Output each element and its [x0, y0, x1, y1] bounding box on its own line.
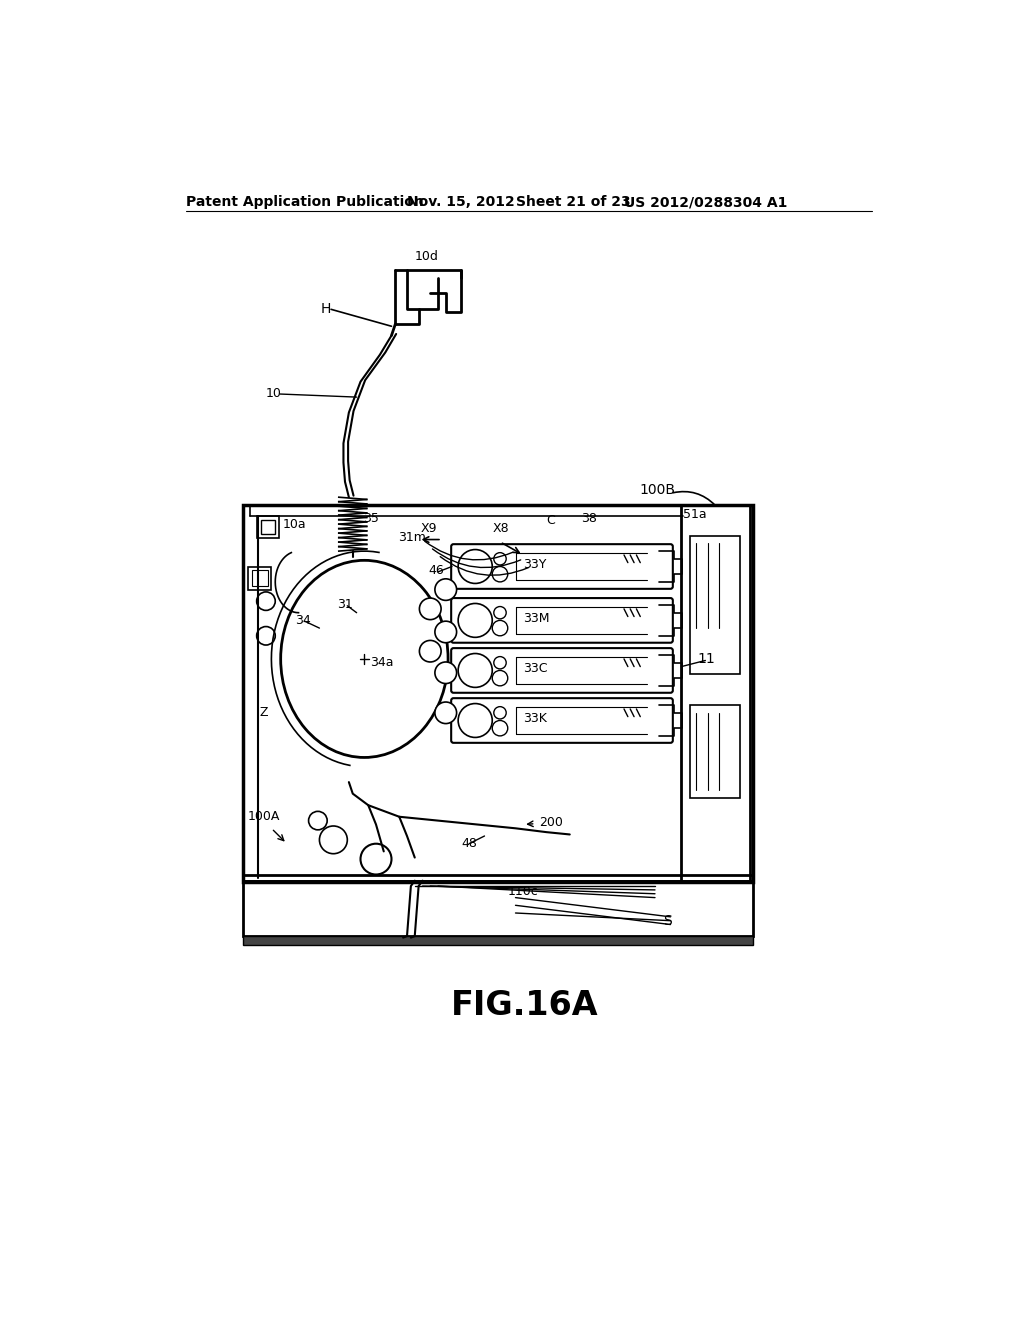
- Circle shape: [494, 706, 506, 719]
- Circle shape: [319, 826, 347, 854]
- Text: Nov. 15, 2012: Nov. 15, 2012: [407, 195, 515, 210]
- Circle shape: [308, 812, 328, 830]
- Circle shape: [435, 579, 457, 601]
- FancyBboxPatch shape: [452, 648, 673, 693]
- Text: 38: 38: [582, 512, 597, 525]
- Bar: [243, 880, 753, 936]
- Circle shape: [435, 663, 457, 684]
- Text: 100B: 100B: [640, 483, 676, 496]
- Ellipse shape: [281, 561, 449, 758]
- Circle shape: [420, 640, 441, 663]
- Text: FIG.16A: FIG.16A: [451, 989, 599, 1022]
- Bar: [261, 520, 275, 535]
- Text: 46: 46: [429, 564, 444, 577]
- Text: 34a: 34a: [371, 656, 394, 669]
- Bar: [690, 705, 740, 797]
- Circle shape: [257, 627, 275, 645]
- Text: 51a: 51a: [683, 508, 707, 520]
- Circle shape: [493, 721, 508, 737]
- Text: 200: 200: [539, 816, 562, 829]
- Circle shape: [458, 704, 493, 738]
- FancyBboxPatch shape: [452, 698, 673, 743]
- Text: 100A: 100A: [248, 810, 281, 824]
- Circle shape: [493, 620, 508, 636]
- Text: 35: 35: [362, 512, 379, 525]
- Circle shape: [494, 656, 506, 669]
- Text: 10d: 10d: [415, 251, 438, 264]
- FancyBboxPatch shape: [452, 544, 673, 589]
- Circle shape: [435, 702, 457, 723]
- Circle shape: [494, 553, 506, 565]
- Text: 10a: 10a: [283, 517, 306, 531]
- Bar: [243, 506, 753, 882]
- Text: 33M: 33M: [523, 611, 550, 624]
- Text: 31: 31: [337, 598, 353, 611]
- Circle shape: [493, 566, 508, 582]
- Bar: [243, 936, 753, 945]
- Text: 33Y: 33Y: [523, 557, 547, 570]
- Bar: [690, 536, 740, 675]
- Text: 48: 48: [461, 837, 477, 850]
- Bar: [681, 506, 751, 882]
- Circle shape: [458, 653, 493, 688]
- Text: S: S: [663, 913, 672, 928]
- Text: 11: 11: [697, 652, 716, 665]
- Circle shape: [458, 603, 493, 638]
- Text: X9: X9: [421, 521, 437, 535]
- FancyBboxPatch shape: [452, 598, 673, 643]
- Bar: [248, 566, 271, 590]
- Circle shape: [257, 591, 275, 610]
- Text: 34: 34: [295, 614, 310, 627]
- Text: 31m: 31m: [397, 531, 426, 544]
- Text: 33C: 33C: [523, 661, 548, 675]
- Text: X8: X8: [493, 521, 509, 535]
- Text: Sheet 21 of 23: Sheet 21 of 23: [515, 195, 630, 210]
- Bar: [257, 516, 280, 539]
- Circle shape: [494, 607, 506, 619]
- Circle shape: [435, 622, 457, 643]
- Circle shape: [458, 549, 493, 583]
- Circle shape: [420, 598, 441, 619]
- Text: 33K: 33K: [523, 711, 547, 725]
- Text: Z: Z: [260, 706, 268, 719]
- Text: US 2012/0288304 A1: US 2012/0288304 A1: [624, 195, 787, 210]
- Text: H: H: [321, 301, 331, 315]
- Circle shape: [360, 843, 391, 874]
- Text: 10: 10: [266, 387, 282, 400]
- Text: C: C: [547, 513, 555, 527]
- Bar: [252, 570, 267, 586]
- Circle shape: [493, 671, 508, 686]
- Text: Patent Application Publication: Patent Application Publication: [186, 195, 424, 210]
- Text: 110c: 110c: [508, 884, 539, 898]
